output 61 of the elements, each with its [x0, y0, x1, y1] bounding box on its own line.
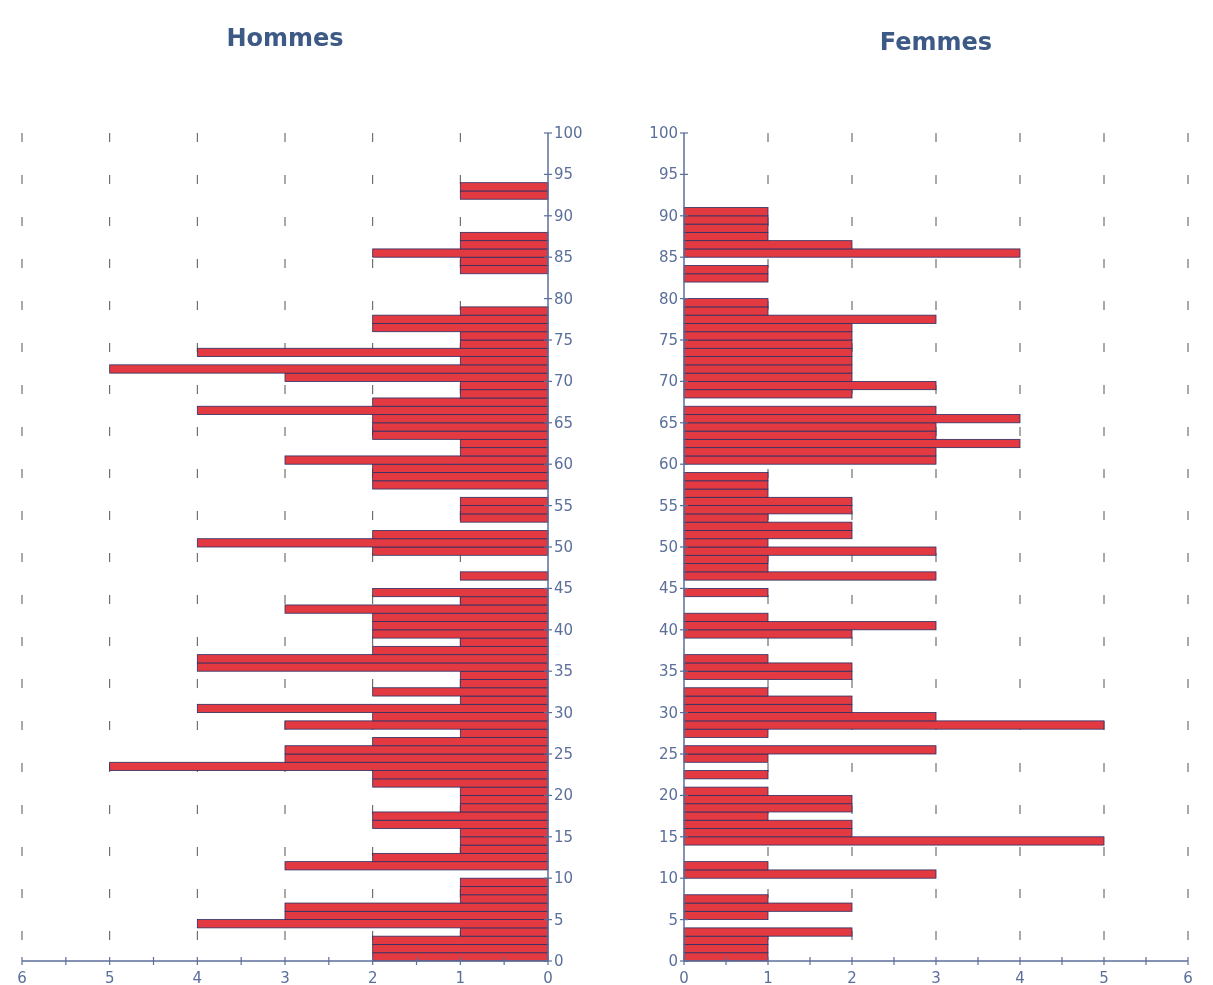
- x-tick-label: 6: [1183, 969, 1193, 985]
- x-tick-label: 4: [192, 969, 203, 985]
- y-tick-label: 90: [658, 206, 678, 225]
- y-tick-label: 85: [658, 248, 678, 267]
- y-tick-label: 10: [658, 869, 678, 888]
- y-tick-label: 40: [554, 620, 574, 639]
- y-tick-label: 100: [649, 124, 678, 142]
- chart-title: Femmes: [879, 28, 993, 56]
- y-tick-label: 15: [554, 827, 574, 846]
- x-tick-label: 0: [679, 969, 689, 985]
- chart-title: Hommes: [226, 24, 344, 52]
- y-tick-label: 90: [554, 206, 574, 225]
- x-tick-label: 5: [104, 969, 115, 985]
- x-tick-label: 6: [17, 969, 27, 985]
- y-tick-label: 50: [658, 538, 678, 556]
- x-tick-label: 4: [1015, 969, 1025, 985]
- y-tick-label: 70: [554, 372, 574, 391]
- y-tick-label: 10: [554, 869, 574, 888]
- x-tick-label: 1: [763, 969, 773, 985]
- y-tick-label: 50: [554, 538, 574, 556]
- y-tick-label: 100: [554, 124, 583, 142]
- x-tick-label: 3: [931, 969, 941, 985]
- y-tick-label: 60: [658, 455, 678, 474]
- y-tick-label: 35: [658, 662, 678, 681]
- y-tick-label: 80: [554, 289, 574, 308]
- y-tick-label: 85: [554, 248, 574, 267]
- y-tick-label: 30: [554, 703, 574, 722]
- y-tick-label: 75: [554, 331, 574, 349]
- y-tick-label: 0: [668, 952, 678, 970]
- y-tick-label: 0: [554, 952, 564, 970]
- bar: [683, 588, 769, 598]
- x-tick-label: 2: [847, 969, 857, 985]
- y-tick-label: 75: [658, 331, 678, 349]
- y-tick-label: 25: [658, 745, 678, 763]
- y-tick-label: 55: [658, 496, 678, 515]
- y-tick-label: 70: [658, 372, 678, 391]
- x-tick-label: 1: [455, 969, 466, 985]
- y-tick-label: 25: [554, 745, 574, 763]
- y-tick-label: 40: [658, 620, 678, 639]
- y-tick-label: 20: [554, 786, 574, 805]
- y-tick-label: 55: [554, 496, 574, 515]
- y-tick-label: 45: [658, 579, 678, 598]
- y-tick-label: 45: [554, 579, 574, 598]
- x-tick-label: 2: [367, 969, 378, 985]
- y-tick-label: 30: [658, 703, 678, 722]
- x-tick-label: 0: [543, 969, 553, 985]
- y-tick-label: 65: [658, 413, 678, 432]
- y-tick-label: 35: [554, 662, 574, 681]
- y-tick-label: 95: [554, 165, 574, 184]
- y-tick-label: 95: [658, 165, 678, 184]
- bar: [683, 770, 769, 780]
- y-tick-label: 65: [554, 413, 574, 432]
- y-tick-label: 15: [658, 827, 678, 846]
- y-tick-label: 60: [554, 455, 574, 474]
- y-tick-label: 20: [658, 786, 678, 805]
- x-tick-label: 3: [280, 969, 290, 985]
- y-tick-label: 80: [658, 289, 678, 308]
- y-tick-label: 5: [668, 910, 678, 929]
- y-tick-label: 5: [554, 910, 564, 929]
- x-tick-label: 5: [1099, 969, 1109, 985]
- bar: [459, 571, 549, 581]
